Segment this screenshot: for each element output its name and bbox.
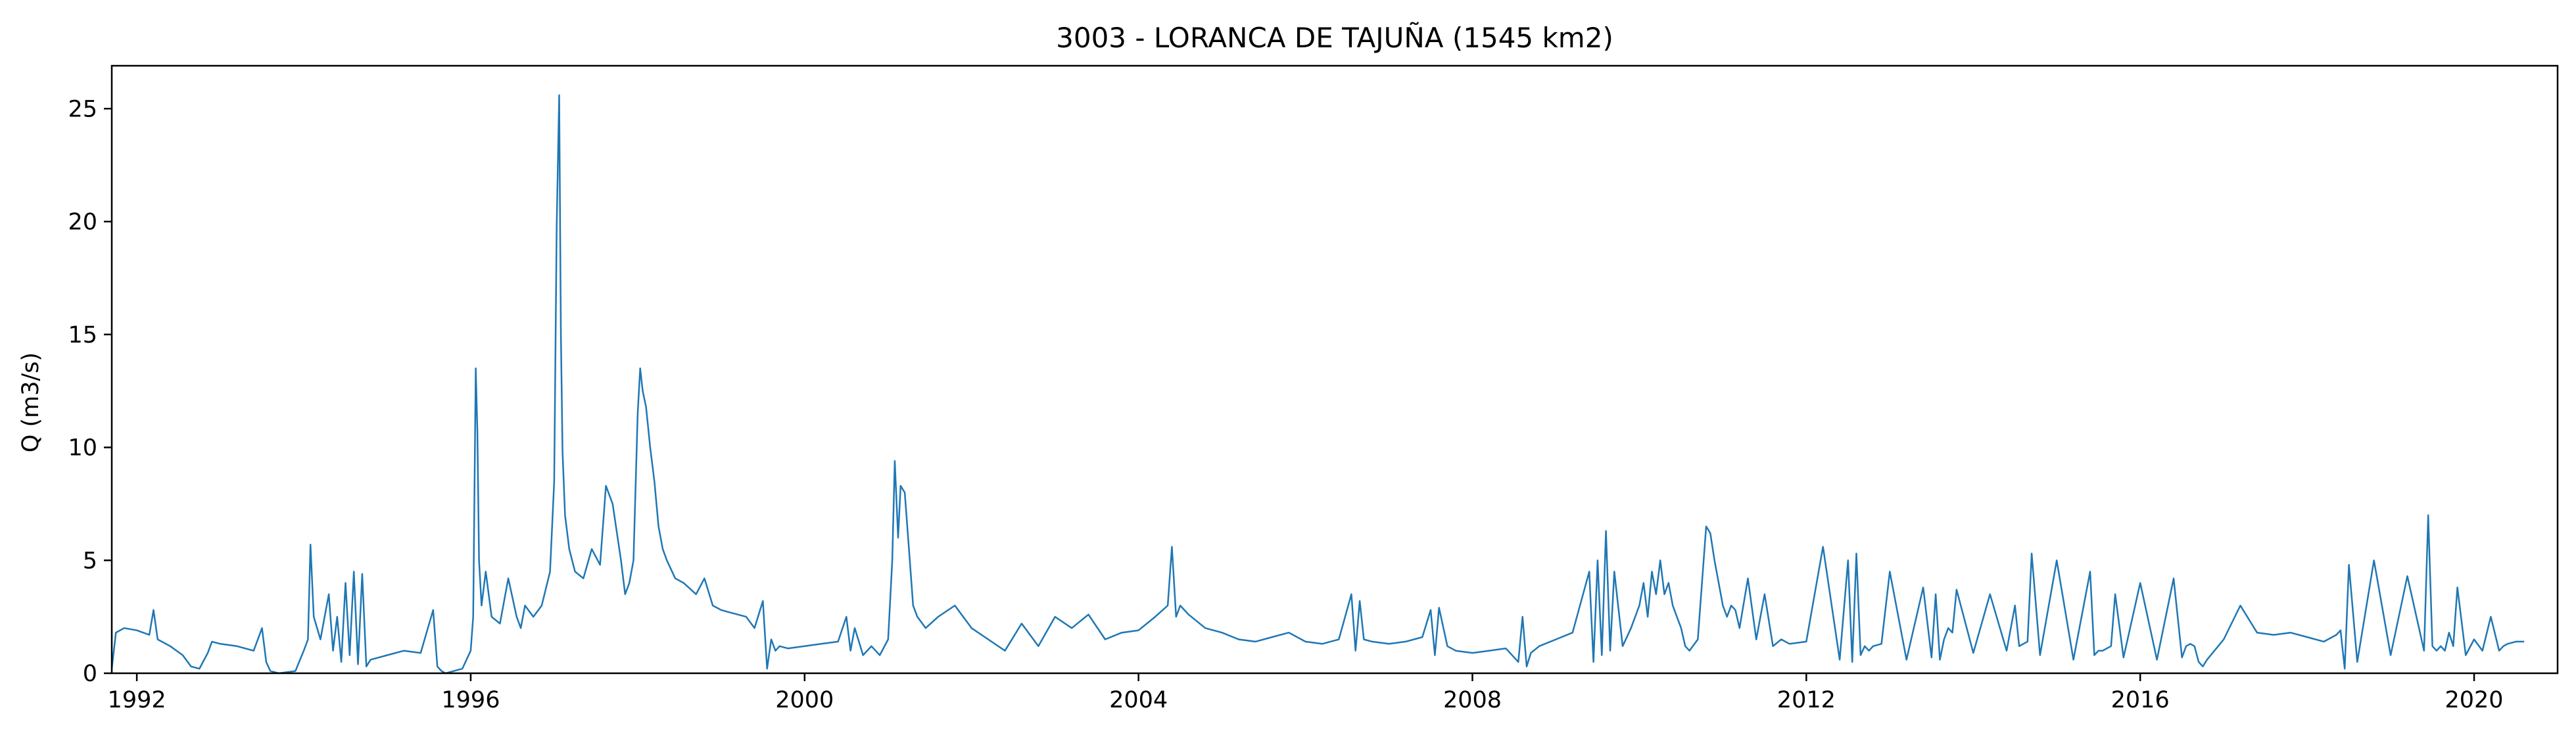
y-tick-label: 10 (68, 435, 97, 462)
x-tick-label: 2012 (1777, 687, 1836, 713)
series-line-q (110, 94, 2525, 675)
x-tick-label: 1992 (108, 687, 166, 713)
x-axis-ticks: 1992 1996 2000 2004 2008 2012 2016 2020 (108, 673, 2504, 713)
chart-title: 3003 - LORANCA DE TAJUÑA (1545 km2) (1056, 21, 1613, 54)
plot-frame (110, 64, 2559, 675)
y-axis-ticks: 0 5 10 15 20 25 (68, 96, 112, 687)
x-tick-label: 1996 (441, 687, 500, 713)
series-layer (110, 94, 2525, 675)
y-tick-label: 15 (68, 322, 97, 348)
x-tick-label: 2008 (1443, 687, 1502, 713)
x-tick-label: 2016 (2111, 687, 2170, 713)
y-axis-label: Q (m3/s) (18, 352, 44, 452)
x-tick-label: 2000 (775, 687, 834, 713)
y-tick-label: 5 (83, 548, 97, 574)
x-tick-label: 2004 (1109, 687, 1168, 713)
y-tick-label: 20 (68, 209, 97, 235)
y-tick-label: 0 (83, 661, 97, 687)
x-tick-label: 2020 (2445, 687, 2503, 713)
y-tick-label: 25 (68, 96, 97, 122)
